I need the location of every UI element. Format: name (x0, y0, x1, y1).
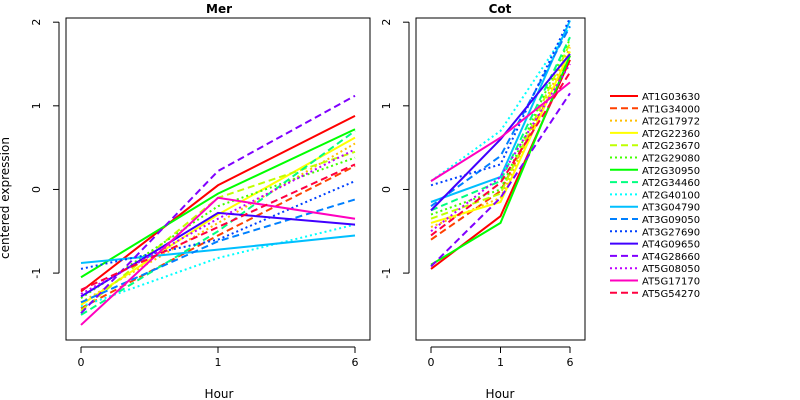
x-tick-label-cot: 6 (567, 356, 574, 369)
legend-label-at3g27690: AT3G27690 (642, 227, 700, 238)
legend-label-at5g17170: AT5G17170 (642, 277, 700, 288)
plot-frame-mer (65, 17, 371, 341)
y-tick-label-mer: 0 (30, 186, 43, 193)
panel-title-mer: Mer (206, 2, 232, 16)
series-line-cot-at1g34000 (430, 55, 571, 241)
legend-label-at1g34000: AT1G34000 (642, 104, 700, 115)
legend-label-at4g28660: AT4G28660 (642, 252, 700, 263)
y-axis-label: centered expression (0, 137, 12, 259)
series-line-mer-at3g27690 (80, 180, 356, 270)
y-tick-label-cot: 1 (380, 102, 393, 109)
series-line-mer-at5g08050 (80, 148, 356, 295)
legend-label-at5g08050: AT5G08050 (642, 264, 700, 275)
series-line-cot-at4g28660 (430, 92, 571, 268)
series-line-mer-at1g34000 (80, 165, 356, 310)
series-line-cot-at5g17170 (430, 81, 571, 182)
series-line-cot-at2g40100 (430, 25, 571, 182)
panel-mer: Mer Hour 0 1 6 -1 0 1 2 (30, 2, 371, 400)
series-line-mer-at4g28660 (80, 94, 356, 314)
series-line-cot-at2g17972 (430, 46, 571, 229)
series-line-mer-at2g30950 (80, 128, 356, 279)
y-tick-label-cot: -1 (380, 268, 393, 279)
y-tick-label-mer: 2 (30, 19, 43, 26)
x-tick-label-mer: 0 (78, 356, 85, 369)
legend-label-at2g17972: AT2G17972 (642, 117, 700, 128)
x-axis-label-cot: Hour (486, 387, 515, 400)
y-tick-label-cot: 2 (380, 19, 393, 26)
legend-label-at2g29080: AT2G29080 (642, 154, 700, 165)
x-tick-label-mer: 1 (215, 356, 222, 369)
series-line-cot-at3g27690 (430, 17, 571, 187)
legend-label-at2g30950: AT2G30950 (642, 166, 700, 177)
series-line-cot-at3g04790 (430, 20, 571, 203)
series-line-cot-at2g30950 (430, 55, 571, 266)
panel-title-cot: Cot (489, 2, 512, 16)
y-tick-label-cot: 0 (380, 186, 393, 193)
x-axis-label-mer: Hour (205, 387, 234, 400)
series-line-cot-at3g09050 (430, 25, 571, 207)
x-tick-label-cot: 1 (497, 356, 504, 369)
series-line-cot-at2g34460 (430, 36, 571, 212)
series-line-mer-at2g22360 (80, 136, 356, 306)
legend: AT1G03630AT1G34000AT2G17972AT2G22360AT2G… (610, 92, 700, 300)
y-tick-label-mer: 1 (30, 102, 43, 109)
series-line-mer-at5g54270 (80, 163, 356, 291)
legend-label-at3g09050: AT3G09050 (642, 215, 700, 226)
series-line-mer-at5g17170 (80, 196, 356, 326)
legend-label-at1g03630: AT1G03630 (642, 92, 700, 103)
x-tick-label-mer: 6 (352, 356, 359, 369)
y-tick-label-mer: -1 (30, 268, 43, 279)
series-line-mer-at2g40100 (80, 223, 356, 308)
legend-label-at2g23670: AT2G23670 (642, 141, 700, 152)
legend-label-at5g54270: AT5G54270 (642, 289, 700, 300)
x-tick-label-cot: 0 (428, 356, 435, 369)
series-line-mer-at2g34460 (80, 130, 356, 316)
legend-label-at4g09650: AT4G09650 (642, 240, 700, 251)
legend-label-at2g22360: AT2G22360 (642, 129, 700, 140)
panel-cot: Cot Hour 0 1 6 -1 0 1 2 (380, 2, 586, 400)
plot-frame-cot (415, 17, 586, 341)
series-line-mer-at1g03630 (80, 114, 356, 293)
series-line-cot-at2g23670 (430, 42, 571, 220)
series-line-cot-at4g09650 (430, 53, 571, 212)
legend-label-at3g04790: AT3G04790 (642, 203, 700, 214)
series-line-cot-at1g03630 (430, 59, 571, 270)
legend-label-at2g34460: AT2G34460 (642, 178, 700, 189)
legend-label-at2g40100: AT2G40100 (642, 190, 700, 201)
